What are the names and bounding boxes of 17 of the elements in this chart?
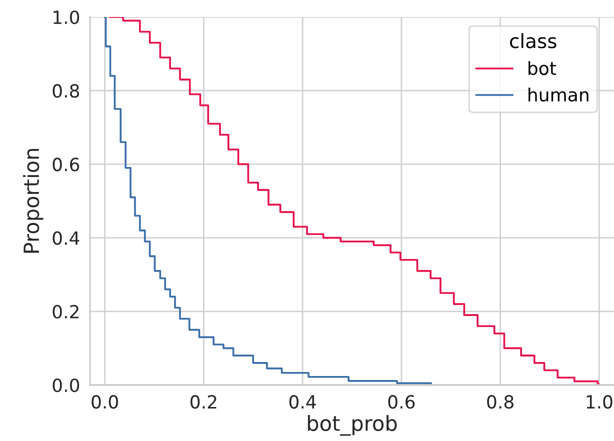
y-tick-label: 0.4 xyxy=(52,231,80,245)
x-axis-title: bot_prob xyxy=(308,414,397,436)
y-tick-label: 0.8 xyxy=(52,84,80,98)
x-tick-label: 0.4 xyxy=(289,395,316,409)
legend-title: class xyxy=(510,33,556,48)
y-tick-label: 0.6 xyxy=(52,158,80,172)
legend-label: human xyxy=(528,88,588,102)
x-tick-label: 0.0 xyxy=(92,395,118,409)
y-tick-label: 0.0 xyxy=(52,378,80,392)
x-tick-label: 0.2 xyxy=(190,395,216,409)
x-tick-label: 1.0 xyxy=(586,395,612,409)
legend-label: bot xyxy=(528,61,556,76)
y-axis-title: Proportion xyxy=(23,149,44,253)
y-tick-label: 0.2 xyxy=(52,304,78,319)
y-tick-label: 1.0 xyxy=(54,10,80,24)
x-tick-label: 0.6 xyxy=(388,395,415,409)
x-tick-label: 0.8 xyxy=(487,395,514,409)
